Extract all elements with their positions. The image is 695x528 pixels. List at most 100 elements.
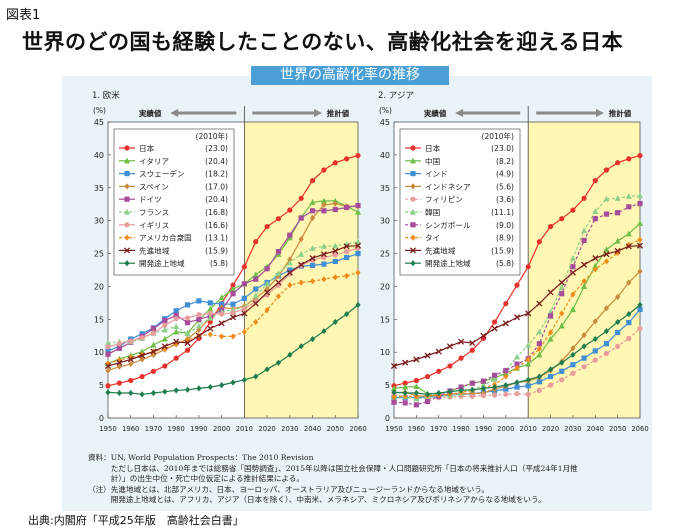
actual-label: 実績値: [424, 108, 447, 118]
x-tick-label: 1990: [475, 425, 492, 433]
data-point: [230, 333, 236, 340]
data-point: [105, 367, 111, 374]
data-point: [354, 242, 362, 249]
data-point: [196, 316, 202, 322]
y-tick-label: 30: [380, 217, 390, 226]
data-point: [469, 347, 475, 353]
data-point: [614, 237, 621, 244]
data-point: [264, 223, 270, 230]
data-point: [581, 261, 588, 268]
data-point: [128, 360, 134, 368]
data-point: [625, 193, 632, 199]
data-point: [355, 238, 361, 245]
data-point: [162, 318, 168, 324]
data-point: [219, 382, 225, 389]
data-point: [614, 195, 621, 201]
x-tick-label: 2000: [213, 425, 230, 433]
data-point: [173, 328, 180, 335]
data-point: [402, 359, 409, 366]
data-point: [287, 267, 293, 273]
data-point: [332, 258, 338, 265]
data-point: [298, 279, 304, 286]
data-point: [514, 391, 520, 397]
data-point: [559, 216, 565, 222]
source-credit: 出典:内閣府「平成25年版 高齢社会白書」: [28, 514, 244, 527]
data-point: [402, 389, 408, 397]
data-point: [581, 283, 588, 290]
data-point: [196, 298, 202, 304]
data-point: [230, 291, 236, 297]
legend-value: (5.6): [496, 182, 514, 191]
data-point: [637, 200, 643, 207]
legend-swatch-marker: [124, 196, 130, 202]
data-point: [241, 306, 247, 312]
note-line: （注）先進地域とは、北部アメリカ、日本、ヨーロッパ、オーストラリア及びニュージー…: [88, 484, 489, 494]
legend-label: 日本: [139, 143, 155, 153]
data-point: [173, 387, 179, 394]
y-tick-label: 40: [94, 151, 104, 160]
x-tick-label: 1990: [190, 425, 207, 433]
x-tick-label: 1960: [408, 425, 425, 433]
legend-value: (8.2): [496, 157, 514, 166]
data-point: [458, 384, 464, 390]
data-point: [525, 310, 532, 317]
y-tick-label: 35: [380, 184, 390, 193]
data-point: [298, 195, 304, 201]
data-point: [581, 227, 588, 234]
legend-label: イタリア: [139, 157, 169, 166]
data-point: [207, 305, 214, 312]
data-point: [547, 382, 554, 388]
data-point: [128, 377, 134, 384]
data-point: [173, 316, 179, 322]
data-point: [413, 356, 420, 363]
data-point: [241, 310, 248, 317]
data-point: [514, 379, 520, 386]
data-point: [230, 306, 236, 313]
data-point: [275, 279, 282, 286]
data-point: [469, 339, 476, 347]
data-point: [592, 348, 598, 354]
data-point: [615, 210, 621, 216]
data-point: [241, 264, 247, 270]
y-tick-label: 20: [94, 282, 104, 291]
data-point: [637, 268, 643, 275]
figure-label: 図表1: [6, 8, 41, 23]
data-point: [139, 356, 145, 363]
y-unit-label: (%): [93, 106, 106, 115]
x-tick-label: 2060: [349, 425, 366, 433]
data-point: [536, 351, 543, 358]
legend-value: (5.8): [210, 259, 228, 268]
legend-label: インドネシア: [425, 182, 471, 191]
data-point: [195, 332, 202, 339]
data-point: [492, 392, 498, 398]
data-point: [161, 335, 168, 342]
data-point: [230, 310, 236, 316]
data-point: [218, 320, 225, 327]
legend-value: (20.4): [205, 157, 228, 166]
chart-notes: 資料：UN, World Population Prospects：The 20…: [88, 453, 644, 506]
data-point: [275, 248, 282, 255]
data-point: [298, 261, 305, 268]
data-point: [592, 262, 599, 269]
data-point: [286, 259, 293, 266]
data-point: [275, 270, 282, 276]
y-tick-label: 0: [385, 414, 390, 423]
legend-value: (16.6): [205, 221, 228, 230]
data-point: [150, 348, 157, 355]
data-point: [603, 195, 610, 202]
x-tick-label: 2030: [564, 425, 581, 433]
y-tick-label: 10: [94, 348, 104, 357]
data-point: [139, 391, 145, 398]
data-point: [229, 314, 237, 321]
data-point: [184, 339, 191, 347]
data-point: [424, 373, 431, 380]
data-point: [413, 393, 419, 400]
projected-label: 推計値: [609, 108, 632, 118]
data-point: [196, 385, 202, 392]
x-tick-label: 1950: [99, 425, 116, 433]
data-point: [207, 310, 213, 317]
legend-swatch-marker: [410, 145, 416, 151]
data-point: [513, 314, 521, 321]
data-point: [309, 199, 316, 205]
data-point: [637, 236, 643, 243]
